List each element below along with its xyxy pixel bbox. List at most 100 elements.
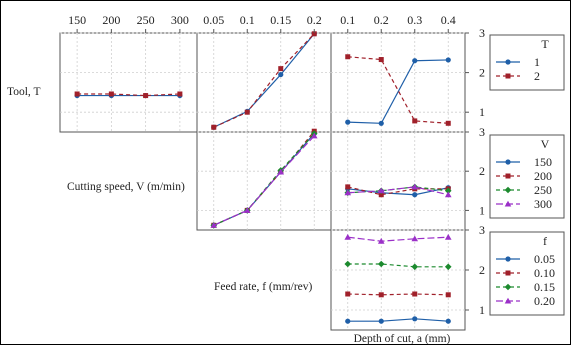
top-tick-label-depth: 0.1 <box>340 13 355 27</box>
legend-entry-label: 1 <box>534 55 540 69</box>
series-line-2 <box>213 33 315 128</box>
data-point-2-2 <box>278 66 284 72</box>
right-tick-label-row2: 1 <box>479 303 485 317</box>
data-point-0.10-0 <box>345 291 351 297</box>
legend-entry-label: 0.10 <box>534 266 555 280</box>
data-point-0.15-1 <box>377 260 385 268</box>
top-tick-label-depth: 0.2 <box>374 13 389 27</box>
top-tick-label-feed: 0.1 <box>240 13 255 27</box>
series-line-1 <box>213 33 315 128</box>
data-point-2-0 <box>74 91 80 97</box>
data-point-0.20-3 <box>444 233 452 240</box>
panel-tool-x-speed <box>60 32 197 132</box>
legend-entry-label: 0.20 <box>534 294 555 308</box>
bottom-axis-label: Depth of cut, a (mm) <box>354 333 451 345</box>
row-label-feed: Feed rate, f (mm/rev) <box>214 281 313 293</box>
legend-entry-label: 2 <box>534 69 540 83</box>
series-line-200 <box>213 130 315 226</box>
top-tick-label-speed: 150 <box>68 13 86 27</box>
data-point-300-0 <box>344 189 352 196</box>
data-point-0.15-0 <box>344 260 352 268</box>
data-point-0.05-2 <box>412 316 418 322</box>
series-line-2 <box>347 56 449 124</box>
data-point-2-0 <box>211 124 217 130</box>
panel-speed-x-feed <box>197 128 331 230</box>
right-tick-label-row0: 3 <box>479 26 485 40</box>
legend-entry-label: 200 <box>534 169 552 183</box>
data-point-2-1 <box>244 109 250 115</box>
legend-f: f 0.050.100.150.20 <box>489 231 565 316</box>
panel-tool-x-depth <box>331 32 465 132</box>
top-tick-label-feed: 0.05 <box>203 13 224 27</box>
data-point-200-0 <box>345 184 351 190</box>
data-point-2-0 <box>345 54 351 60</box>
legend-entry-label: 0.05 <box>534 252 555 266</box>
legend-T: T12 <box>489 34 565 91</box>
legend-box <box>489 134 565 219</box>
top-tick-label-depth: 0.4 <box>441 13 456 27</box>
row-label-tool: Tool, T <box>7 86 40 98</box>
legend-entry-label: 300 <box>534 197 552 211</box>
series-line-0.10 <box>347 293 449 296</box>
legend-marker <box>505 270 511 276</box>
data-point-300-3 <box>310 132 318 139</box>
series-line-2 <box>77 93 180 97</box>
legend-entry-label: 0.15 <box>534 280 555 294</box>
legend-marker <box>505 59 511 65</box>
data-point-0.20-2 <box>411 235 419 242</box>
right-tick-label-row1: 1 <box>479 203 485 217</box>
series-line-0.15 <box>347 263 449 268</box>
legend-title: T <box>541 37 549 51</box>
data-point-300-3 <box>444 191 452 198</box>
panel-frame-r1-c1 <box>196 131 332 231</box>
panel-feed-x-depth <box>331 229 465 330</box>
data-point-300-0 <box>210 221 218 228</box>
data-point-300-2 <box>277 168 285 175</box>
data-point-0.10-2 <box>412 291 418 297</box>
data-point-1-1 <box>378 120 384 126</box>
data-point-0.05-0 <box>345 318 351 324</box>
data-point-0.15-3 <box>444 263 452 271</box>
top-tick-label-feed: 0.15 <box>270 13 291 27</box>
top-tick-label-depth: 0.3 <box>407 13 422 27</box>
data-point-0.20-0 <box>344 233 352 240</box>
top-tick-label-speed: 300 <box>171 13 189 27</box>
data-point-1-0 <box>345 119 351 125</box>
data-point-300-1 <box>377 187 385 194</box>
legend-title: f <box>543 234 547 248</box>
legend-marker <box>504 283 512 291</box>
legend-marker <box>504 186 512 194</box>
legend-marker <box>505 256 511 262</box>
legend-entry-label: 250 <box>534 183 552 197</box>
panel-tool-x-feed <box>197 31 331 132</box>
data-point-0.10-3 <box>445 292 451 298</box>
series-line-300 <box>347 186 449 196</box>
data-point-0.20-1 <box>377 237 385 244</box>
legend-marker <box>504 297 512 304</box>
data-point-0.05-1 <box>378 318 384 324</box>
data-point-250-3 <box>444 187 452 195</box>
data-point-2-1 <box>108 91 114 97</box>
series-line-0.05 <box>347 318 449 322</box>
panel-speed-x-depth <box>331 131 465 230</box>
data-point-2-1 <box>378 57 384 63</box>
right-tick-label-row1: 2 <box>479 164 485 178</box>
legend-marker <box>505 159 511 165</box>
right-tick-label-row2: 3 <box>479 223 485 237</box>
panel-frame-r2-c2 <box>330 229 466 331</box>
legend-marker <box>505 73 511 79</box>
panel-frame-r0-c2 <box>330 32 466 133</box>
legend-marker <box>504 200 512 207</box>
panel-frame-r0-c1 <box>196 32 332 133</box>
data-point-0.05-3 <box>445 318 451 324</box>
right-tick-label-row1: 3 <box>479 125 485 139</box>
series-line-1 <box>347 59 449 124</box>
right-tick-label-row0: 2 <box>479 66 485 80</box>
row-label-speed: Cutting speed, V (m/min) <box>67 181 185 193</box>
top-tick-label-speed: 200 <box>102 13 120 27</box>
top-tick-label-speed: 250 <box>137 13 155 27</box>
data-point-150-2 <box>412 192 418 198</box>
top-tick-label-feed: 0.2 <box>307 13 322 27</box>
